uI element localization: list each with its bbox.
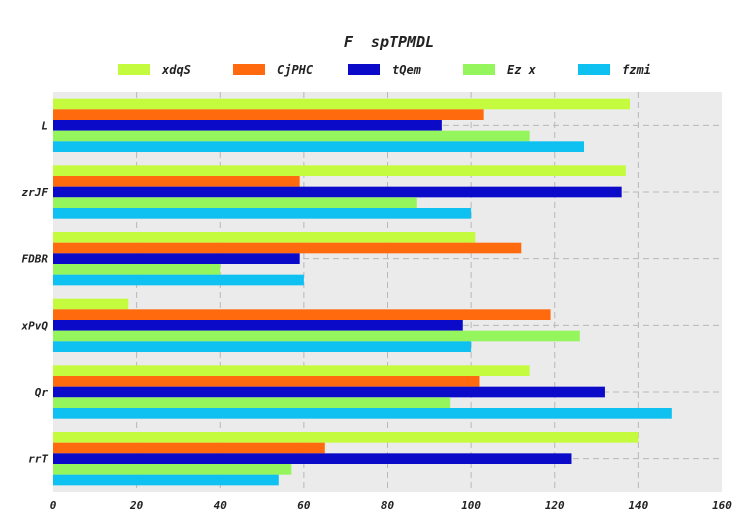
- legend-swatch: [578, 64, 610, 75]
- bar: [53, 197, 417, 208]
- bar: [53, 464, 292, 475]
- bar: [53, 186, 622, 198]
- bar: [53, 298, 129, 310]
- bar: [53, 242, 522, 254]
- x-tick-label: 60: [297, 499, 311, 512]
- bar: [53, 365, 530, 376]
- x-tick-label: 140: [628, 499, 648, 512]
- x-tick-label: 80: [381, 499, 395, 512]
- bar: [53, 408, 672, 419]
- bar: [53, 397, 451, 408]
- bar: [53, 165, 626, 176]
- bar: [53, 176, 300, 187]
- legend-swatch: [463, 64, 495, 75]
- bar: [53, 432, 639, 443]
- chart-title: F spTPMDL: [344, 33, 434, 51]
- bar: [53, 330, 580, 342]
- bar: [53, 109, 484, 120]
- bar: [53, 320, 463, 331]
- legend-label: fzmi: [622, 63, 651, 77]
- y-tick-label: L: [41, 119, 48, 132]
- bar: [53, 474, 279, 486]
- bar: [53, 141, 585, 152]
- legend: xdqS CjPHC tQem Ez x fzmi: [118, 63, 651, 77]
- bar: [53, 376, 480, 387]
- bar: [53, 341, 472, 352]
- x-tick-labels: 0 20 40 60 80 100 120 140 160: [50, 499, 733, 512]
- bar: [53, 442, 325, 454]
- bar: [53, 274, 304, 286]
- x-tick-label: 20: [129, 499, 144, 512]
- y-tick-label: Qr: [35, 386, 49, 399]
- bar: [53, 309, 551, 320]
- x-tick-label: 160: [712, 499, 732, 512]
- bar: [53, 130, 530, 142]
- bar: [53, 253, 300, 264]
- bar: [53, 120, 442, 131]
- y-tick-label: FDBR: [22, 253, 49, 266]
- legend-swatch: [233, 64, 265, 75]
- bar: [53, 232, 476, 243]
- y-tick-label: zrJF: [22, 186, 49, 199]
- legend-label: tQem: [392, 63, 422, 77]
- legend-label: Ez x: [507, 63, 537, 77]
- y-tick-label: rrT: [28, 453, 48, 466]
- bar: [53, 453, 572, 464]
- x-tick-label: 0: [50, 499, 57, 512]
- x-tick-label: 40: [214, 499, 228, 512]
- legend-label: xdqS: [161, 63, 191, 77]
- bars: [53, 98, 672, 486]
- bar: [53, 208, 472, 219]
- legend-swatch: [348, 64, 380, 75]
- y-tick-label: xPvQ: [21, 319, 49, 332]
- legend-label: CjPHC: [277, 63, 314, 77]
- x-tick-label: 120: [545, 499, 565, 512]
- x-tick-label: 100: [461, 499, 481, 512]
- bar: [53, 386, 605, 398]
- bar: [53, 264, 221, 275]
- legend-swatch: [118, 64, 150, 75]
- bar: [53, 98, 631, 110]
